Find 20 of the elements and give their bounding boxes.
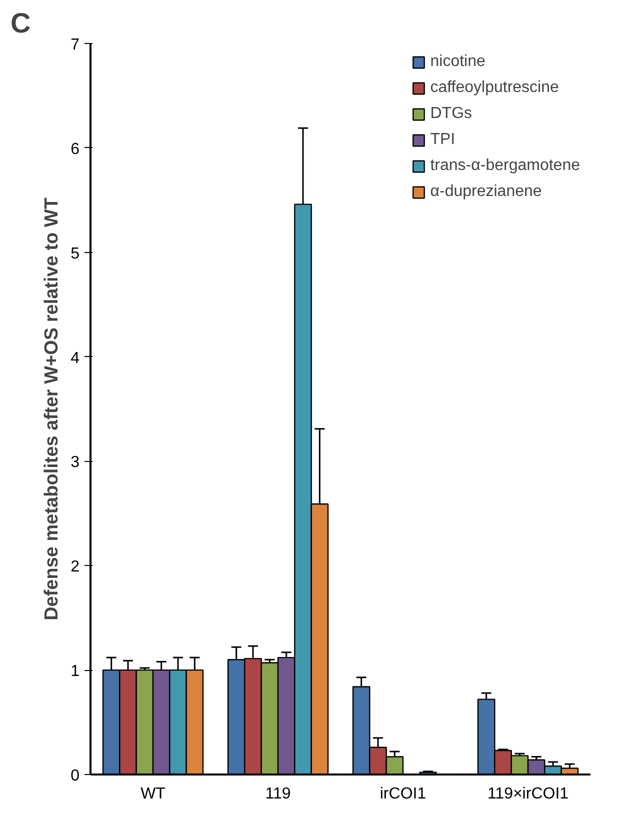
x-tick-label: irCOI1 <box>380 786 426 802</box>
y-tick-label: 2 <box>70 558 80 576</box>
legend-label: α-duprezianene <box>430 183 542 201</box>
y-axis-title: Defense metabolites after W+OS relative to WT <box>42 197 63 620</box>
y-tick-label: 4 <box>70 350 80 367</box>
y-tick-label: 1 <box>70 663 80 680</box>
legend-label: caffeoylputrescine <box>430 79 559 97</box>
y-tick-label: 5 <box>70 245 80 262</box>
y-tick-label: 6 <box>70 140 80 158</box>
x-tick-label: 119 <box>265 786 291 802</box>
y-tick-label: 3 <box>70 454 80 472</box>
legend-label: DTGs <box>430 105 472 123</box>
legend-label: TPI <box>430 131 456 149</box>
y-tick-label: 0 <box>70 768 80 784</box>
legend-label: nicotine <box>430 53 486 71</box>
x-tick-label: 119×irCOI1 <box>487 786 569 802</box>
y-tick-label: 7 <box>70 36 80 54</box>
x-tick-label: WT <box>140 786 166 802</box>
legend-label: trans-α-bergamotene <box>430 157 580 175</box>
text: C <box>10 8 31 38</box>
